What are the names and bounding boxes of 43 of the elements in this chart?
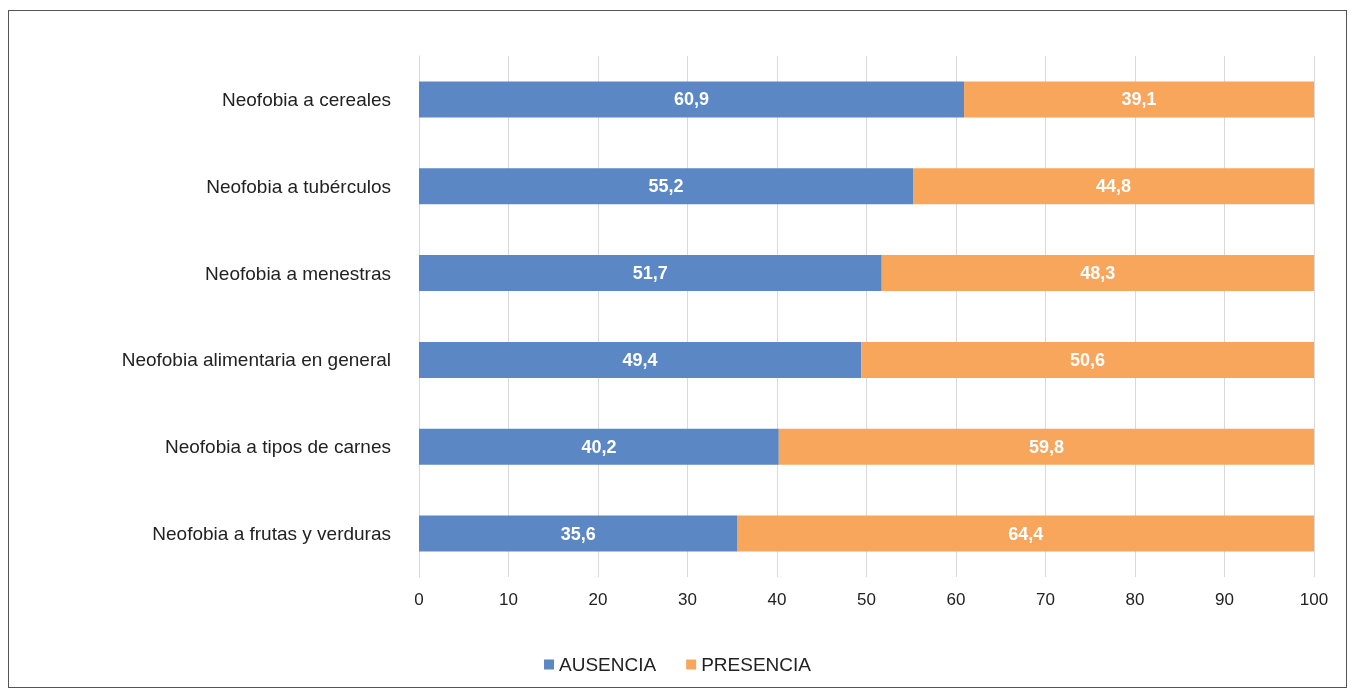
bar (964, 81, 1314, 118)
x-tick-label: 40 (767, 590, 787, 609)
x-tick-label: 20 (588, 590, 608, 609)
bar (419, 428, 779, 465)
bar (861, 341, 1314, 378)
data-label: 50,6 (1070, 349, 1106, 370)
data-label: 55,2 (648, 176, 684, 197)
bar (913, 168, 1314, 205)
data-label: 59,8 (1028, 436, 1064, 457)
bar (419, 255, 882, 292)
data-label: 49,4 (622, 349, 658, 370)
bar (778, 428, 1314, 465)
bar (419, 515, 738, 552)
y-tick-label: Neofobia a tubérculos (206, 175, 391, 197)
x-tick-label: 80 (1125, 590, 1145, 609)
x-tick-label: 0 (414, 590, 424, 609)
data-label: 51,7 (632, 263, 668, 284)
legend-label: PRESENCIA (701, 654, 812, 675)
y-tick-label: Neofobia a menestras (205, 262, 391, 284)
y-tick-label: Neofobia a cereales (222, 88, 391, 110)
y-tick-label: Neofobia a tipos de carnes (164, 436, 391, 458)
bar (419, 168, 914, 205)
bar (737, 515, 1314, 552)
x-tick-label: 30 (678, 590, 697, 609)
x-tick-label: 70 (1036, 590, 1055, 609)
legend-label: AUSENCIA (559, 654, 657, 675)
data-label: 40,2 (581, 436, 617, 457)
x-tick-label: 60 (946, 590, 966, 609)
data-label: 35,6 (560, 523, 596, 544)
y-tick-label: Neofobia a frutas y verduras (152, 523, 391, 545)
data-label: 44,8 (1096, 176, 1132, 197)
bar (419, 341, 862, 378)
x-tick-label: 10 (499, 590, 518, 609)
bar (881, 255, 1314, 292)
bar (419, 81, 965, 118)
data-label: 48,3 (1080, 263, 1116, 284)
x-tick-label: 50 (857, 590, 876, 609)
x-tick-label: 100 (1299, 590, 1329, 609)
y-tick-label: Neofobia alimentaria en general (121, 349, 391, 371)
data-label: 64,4 (1008, 523, 1044, 544)
data-label: 39,1 (1121, 89, 1157, 110)
x-tick-label: 90 (1215, 590, 1234, 609)
data-label: 60,9 (674, 89, 710, 110)
